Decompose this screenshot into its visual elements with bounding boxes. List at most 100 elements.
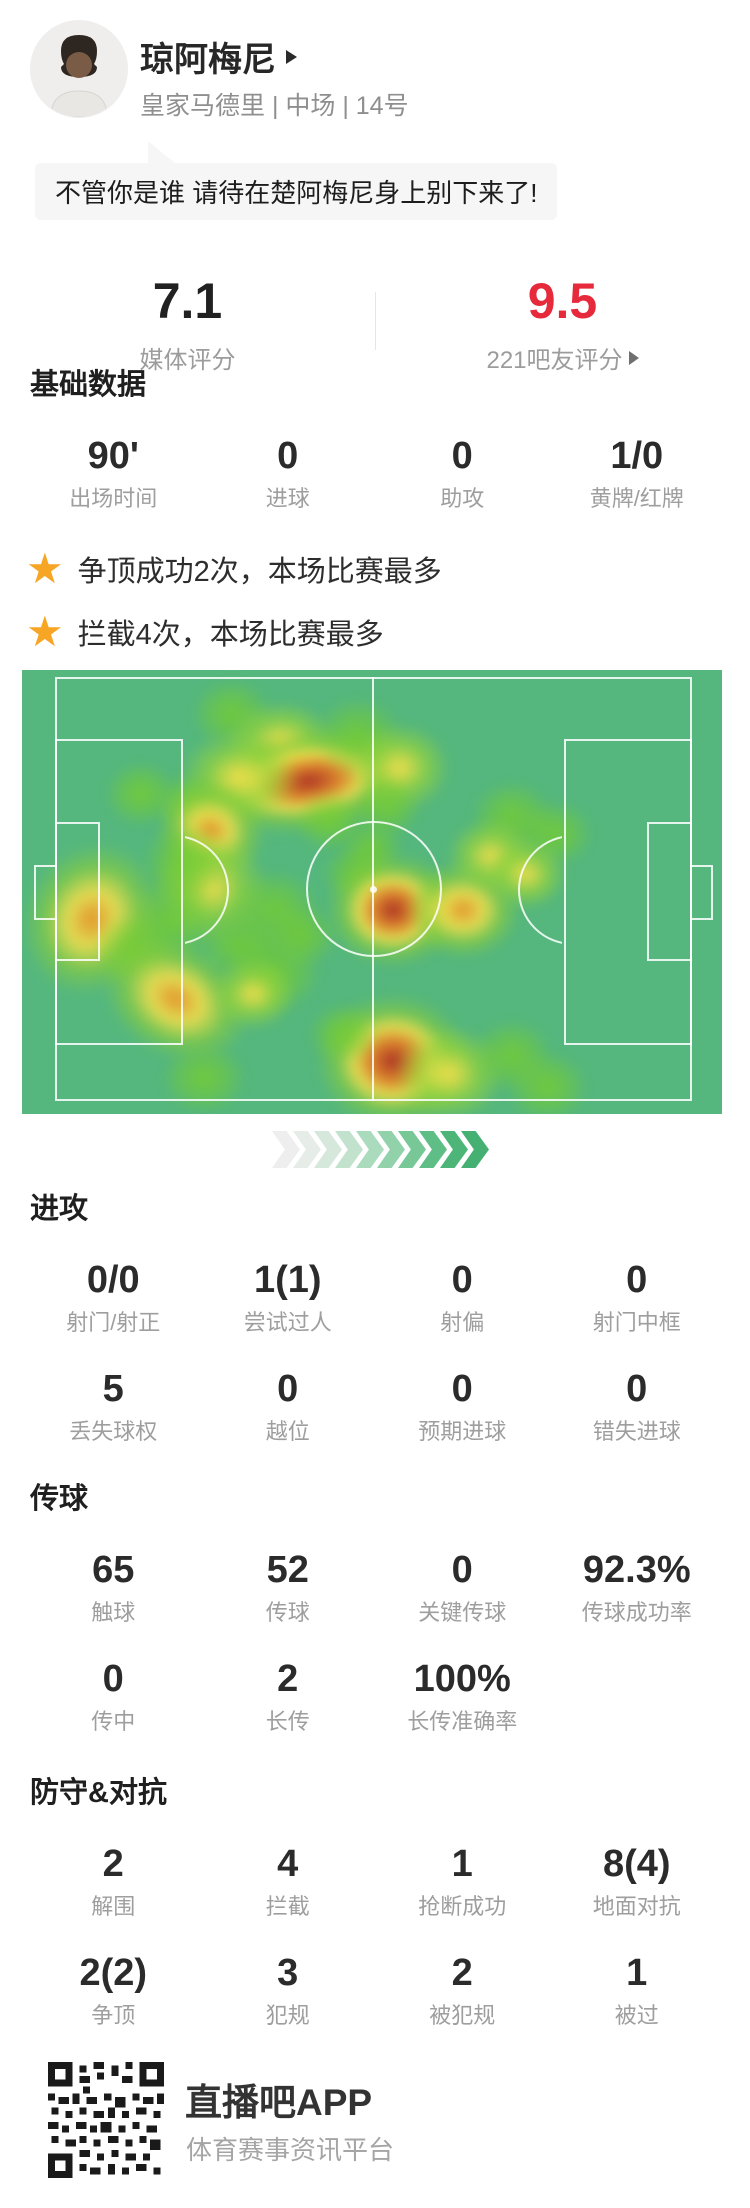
star-icon: ★ [26,545,64,592]
stat-label: 触球 [91,1600,136,1625]
stat-cell: 90' 出场时间 [26,436,201,511]
stat-value: 0 [626,1368,648,1410]
heat-blob-g [228,869,320,950]
ratings-row: 7.1 媒体评分 9.5 221吧友评分 [0,272,750,375]
player-team-line: 皇家马德里 | 中场 | 14号 [140,92,409,120]
stat-cell: 0 传中 [26,1659,201,1734]
section-title: 基础数据 [30,369,147,401]
stat-cell: 1(1) 尝试过人 [201,1260,376,1335]
player-avatar[interactable] [30,20,128,118]
heat-blob-g [506,1051,588,1114]
stat-row: 2 解围 4 拦截 1 抢断成功 8(4) 地面对抗 [0,1844,750,1919]
stat-row: 90' 出场时间 0 进球 0 助攻 1/0 黄牌/红牌 [0,436,750,511]
stat-value: 0 [451,435,473,477]
stat-value: 2 [277,1658,299,1700]
stat-value: 4 [277,1843,299,1885]
stat-cell: 52 传球 [201,1550,376,1625]
goal-left [34,865,57,920]
stat-value: 0/0 [86,1259,140,1301]
stat-cell: 1/0 黄牌/红牌 [550,436,725,511]
stat-label: 丢失球权 [69,1419,158,1444]
stat-row: 0/0 射门/射正 1(1) 尝试过人 0 射偏 0 射门中框 [0,1260,750,1335]
fan-rating[interactable]: 9.5 221吧友评分 [375,272,750,375]
stat-cell: 2 被犯规 [375,1953,550,2028]
stat-label: 抢断成功 [418,1894,507,1919]
highlight-row: ★ 拦截4次，本场比赛最多 [0,607,750,657]
goal-right [690,865,713,920]
stat-value: 1/0 [610,435,664,477]
stat-row: 5 丢失球权 0 越位 0 预期进球 0 错失进球 [0,1369,750,1444]
stat-value: 0 [277,1368,299,1410]
quote-text: 不管你是谁 请待在楚阿梅尼身上别下来了! [35,163,558,220]
stat-label: 传球成功率 [581,1600,692,1625]
star-icon: ★ [26,608,64,655]
stat-cell: 0 预期进球 [375,1369,550,1444]
stat-value: 0 [451,1368,473,1410]
stat-cell: 0/0 射门/射正 [26,1260,201,1335]
stat-value: 2(2) [79,1952,148,1994]
stat-cell: 2 解围 [26,1844,201,1919]
chevron-right-icon [286,49,297,64]
stat-label: 射门中框 [592,1310,681,1335]
stat-label: 越位 [265,1419,310,1444]
stat-value: 1 [451,1843,473,1885]
stat-cell: 0 助攻 [375,436,550,511]
highlight-row: ★ 争顶成功2次，本场比赛最多 [0,544,750,594]
highlight-text: 争顶成功2次，本场比赛最多 [77,556,442,588]
stat-row: 0 传中 2 长传 100% 长传准确率 [0,1659,750,1734]
stat-value: 92.3% [582,1549,691,1591]
stat-cell: 0 越位 [201,1369,376,1444]
stat-label: 被过 [614,2003,659,2028]
media-rating-label: 媒体评分 [139,347,236,374]
stat-cell: 0 进球 [201,436,376,511]
six-yard-box-left [55,822,100,961]
stat-cell: 0 射偏 [375,1260,550,1335]
fan-rating-label: 221吧友评分 [375,340,750,375]
quote-bubble-tail [148,141,176,164]
stat-label: 拦截 [265,1894,310,1919]
stat-value: 0 [451,1549,473,1591]
stat-value: 8(4) [602,1843,671,1885]
avatar-silhouette [31,21,127,117]
stat-label: 进球 [265,486,310,511]
heatmap-pitch [22,670,722,1114]
stat-label: 被犯规 [429,2003,496,2028]
stat-value: 65 [92,1549,135,1591]
stat-value: 100% [413,1658,511,1700]
stat-cell: 0 关键传球 [375,1550,550,1625]
chevron-icon [272,1131,300,1168]
stat-cell: 4 拦截 [201,1844,376,1919]
stat-label: 助攻 [440,486,485,511]
stat-label: 传球 [265,1600,310,1625]
section-passing: 传球 65 触球 52 传球 0 关键传球 92.3% 传球成功率 0 传中 2 长传 100% 长传准确率 [0,1482,750,1734]
stat-value: 0 [277,435,299,477]
section-attack: 进攻 0/0 射门/射正 1(1) 尝试过人 0 射偏 0 射门中框 5 丢失球权 0 越位 0 预期进球 0… [0,1192,750,1444]
stat-label: 预期进球 [418,1419,507,1444]
stat-value: 0 [451,1259,473,1301]
stat-label: 传中 [91,1709,136,1734]
stat-value: 1(1) [253,1259,322,1301]
highlights-list: ★ 争顶成功2次，本场比赛最多 ★ 拦截4次，本场比赛最多 [0,544,750,670]
stat-value: 5 [102,1368,124,1410]
penalty-arc-right [514,833,562,951]
stat-label: 射偏 [440,1310,485,1335]
media-rating-value: 7.1 [152,273,223,329]
six-yard-box-right [647,822,692,961]
stat-value: 90' [87,435,139,477]
stat-label: 长传 [265,1709,310,1734]
section-basic-data: 基础数据 90' 出场时间 0 进球 0 助攻 1/0 黄牌/红牌 [0,368,750,511]
stat-cell: 2 长传 [201,1659,376,1734]
stat-cell: 92.3% 传球成功率 [550,1550,725,1625]
stat-label: 出场时间 [69,486,158,511]
stat-cell: 0 射门中框 [550,1260,725,1335]
center-spot [370,886,377,893]
chevron-divider [272,1131,489,1168]
stat-label: 尝试过人 [243,1310,332,1335]
stat-cell: 1 被过 [550,1953,725,2028]
stat-row: 65 触球 52 传球 0 关键传球 92.3% 传球成功率 [0,1550,750,1625]
stat-value: 1 [626,1952,648,1994]
stat-cell: 65 触球 [26,1550,201,1625]
arrow-right-icon [628,350,639,365]
player-name[interactable]: 琼阿梅尼 [140,32,297,81]
